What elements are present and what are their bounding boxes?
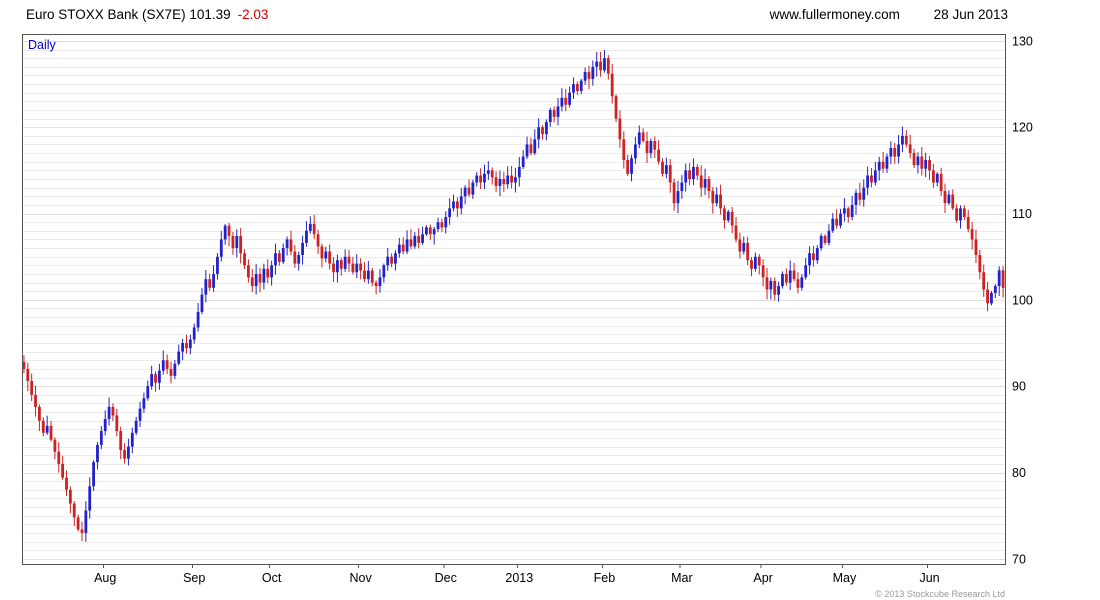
- svg-text:120: 120: [1012, 121, 1033, 135]
- svg-text:110: 110: [1012, 207, 1032, 221]
- svg-text:130: 130: [1012, 34, 1033, 48]
- svg-text:Aug: Aug: [94, 571, 116, 585]
- gridlines: [22, 41, 1005, 560]
- x-axis-labels: Aug Sep Oct Nov Dec 2013 Feb Mar Apr May Jun: [94, 564, 940, 585]
- svg-text:Mar: Mar: [671, 571, 693, 585]
- svg-text:Sep: Sep: [183, 571, 205, 585]
- candlestick-chart: 70 80 90 100 110 120 130 Aug Sep Oct Nov Dec 2013 Feb…: [22, 34, 1033, 585]
- svg-text:100: 100: [1012, 293, 1033, 307]
- copyright-text: © 2013 Stockcube Research Ltd: [875, 589, 1005, 599]
- svg-text:Nov: Nov: [350, 571, 373, 585]
- svg-text:80: 80: [1012, 466, 1026, 480]
- svg-text:May: May: [833, 571, 857, 585]
- y-axis-labels: 70 80 90 100 110 120 130: [1012, 34, 1033, 566]
- plot-border: [22, 34, 1006, 565]
- svg-text:Oct: Oct: [262, 571, 282, 585]
- svg-text:Jun: Jun: [919, 571, 939, 585]
- title-group: Euro STOXX Bank (SX7E) 101.39 -2.03: [26, 7, 268, 22]
- header-right: www.fullermoney.com 28 Jun 2013: [770, 7, 1008, 22]
- svg-text:Apr: Apr: [753, 571, 772, 585]
- chart-area: 70 80 90 100 110 120 130 Aug Sep Oct Nov Dec 2013 Feb…: [0, 26, 1100, 600]
- svg-text:70: 70: [1012, 552, 1026, 566]
- svg-text:Feb: Feb: [594, 571, 616, 585]
- period-label: Daily: [28, 38, 56, 52]
- svg-text:2013: 2013: [505, 571, 533, 585]
- candles: [22, 50, 1005, 542]
- svg-text:Dec: Dec: [435, 571, 457, 585]
- date-text: 28 Jun 2013: [933, 6, 1008, 22]
- price-change: -2.03: [237, 6, 269, 22]
- chart-title: Euro STOXX Bank (SX7E) 101.39: [26, 6, 231, 22]
- website-text: www.fullermoney.com: [769, 6, 900, 22]
- chart-header: Euro STOXX Bank (SX7E) 101.39 -2.03 www.f…: [0, 0, 1100, 26]
- svg-text:90: 90: [1012, 380, 1026, 394]
